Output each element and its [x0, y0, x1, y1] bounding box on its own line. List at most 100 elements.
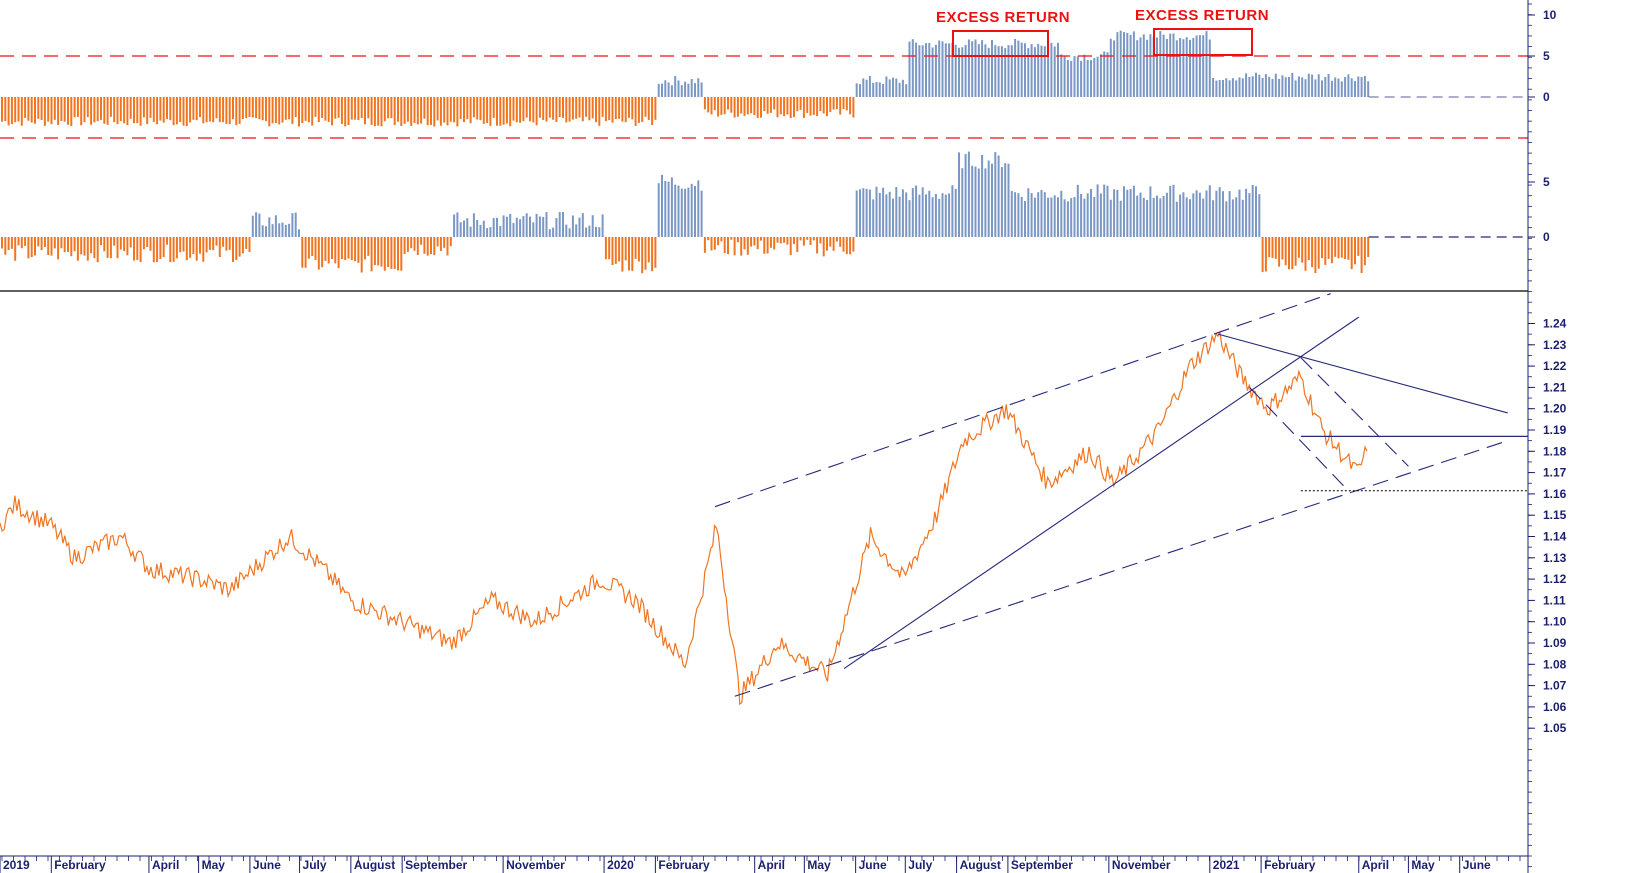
x-tick-label: April	[152, 858, 179, 872]
histogram-bar	[789, 237, 792, 256]
excess-return-bar	[647, 97, 650, 120]
excess-return-bar	[1281, 75, 1284, 97]
excess-return-bar	[492, 97, 495, 118]
excess-return-bar	[872, 82, 875, 97]
excess-return-bar	[60, 97, 63, 121]
histogram-bar	[27, 237, 30, 259]
histogram-bar	[575, 224, 578, 237]
histogram-bar	[710, 237, 713, 251]
histogram-bar	[1063, 199, 1066, 237]
histogram-bar	[628, 237, 630, 271]
excess-return-bar	[964, 44, 967, 97]
x-tick-label: August	[354, 858, 395, 872]
histogram-bar	[453, 214, 456, 237]
excess-return-bar	[1024, 43, 1026, 97]
histogram-bar	[1264, 237, 1267, 272]
histogram-bar	[222, 237, 225, 247]
histogram-bar	[380, 237, 383, 267]
excess-return-bar	[301, 97, 304, 123]
annotation-box	[1153, 28, 1253, 56]
excess-return-bar	[126, 97, 129, 125]
histogram-bar	[215, 237, 218, 246]
x-tick-label: November	[506, 858, 565, 872]
excess-return-bar	[769, 97, 772, 113]
excess-return-bar	[70, 97, 73, 126]
excess-return-bar	[1274, 73, 1277, 97]
histogram-bar	[274, 215, 277, 237]
excess-return-bar	[905, 84, 908, 97]
histogram-bar	[248, 237, 251, 252]
histogram-bar	[265, 226, 267, 237]
histogram-bar	[1248, 193, 1251, 237]
excess-return-bar	[380, 97, 383, 127]
histogram-bar	[195, 237, 198, 261]
histogram-bar	[647, 237, 650, 263]
histogram-bar	[1093, 197, 1096, 237]
histogram-bar	[697, 180, 700, 237]
excess-return-bar	[1004, 48, 1007, 97]
histogram-bar	[1228, 191, 1231, 237]
histogram-bar	[1010, 190, 1013, 237]
histogram-bar	[938, 198, 941, 237]
excess-return-bar	[7, 97, 10, 126]
histogram-bar	[311, 237, 314, 256]
histogram-bar	[898, 196, 901, 237]
histogram-bar	[581, 213, 584, 237]
histogram-bar	[509, 214, 512, 237]
y-mid-tick-label: 0	[1543, 230, 1550, 244]
histogram-bar	[700, 190, 703, 237]
excess-return-bar	[958, 47, 960, 97]
excess-return-bar	[687, 83, 690, 97]
excess-return-bar	[146, 97, 149, 125]
histogram-bar	[1235, 197, 1238, 237]
histogram-bar	[126, 237, 129, 256]
excess-return-bar	[489, 97, 492, 126]
histogram-bar	[20, 237, 23, 249]
histogram-bar	[971, 165, 974, 237]
excess-return-bar	[1000, 46, 1003, 97]
histogram-bar	[93, 237, 96, 259]
excess-return-bar	[350, 97, 353, 120]
histogram-bar	[175, 237, 178, 259]
y-price-tick-label: 1.16	[1543, 487, 1567, 501]
histogram-bar	[809, 237, 812, 245]
excess-return-bar	[1314, 79, 1317, 97]
excess-return-bar	[991, 39, 993, 97]
excess-return-bar	[621, 97, 624, 122]
excess-return-bar	[1040, 45, 1043, 97]
histogram-bar	[555, 218, 558, 237]
excess-return-bar	[885, 76, 888, 97]
histogram-bar	[347, 237, 350, 259]
histogram-bar	[1245, 188, 1248, 237]
histogram-bar	[258, 213, 261, 237]
histogram-bar	[1337, 237, 1340, 259]
excess-return-bar	[331, 97, 333, 126]
histogram-bar	[911, 188, 914, 237]
histogram-bar	[430, 237, 432, 254]
histogram-bar	[1, 237, 3, 249]
excess-return-bar	[423, 97, 426, 119]
excess-return-bar	[779, 97, 782, 115]
excess-return-bar	[667, 82, 670, 97]
excess-return-bar	[439, 97, 442, 126]
excess-return-bar	[57, 97, 60, 125]
excess-return-bar	[83, 97, 86, 123]
excess-return-bar	[971, 41, 974, 97]
histogram-bar	[1113, 189, 1116, 237]
excess-return-bar	[430, 97, 432, 125]
x-tick-label: April	[1362, 858, 1389, 872]
histogram-bar	[393, 237, 396, 269]
histogram-bar	[786, 237, 789, 245]
excess-return-bar	[984, 44, 987, 97]
excess-return-bar	[575, 97, 578, 119]
excess-return-bar	[760, 97, 762, 118]
x-tick-label: 2019	[3, 858, 30, 872]
excess-return-bar	[265, 97, 267, 122]
excess-return-bar	[799, 97, 802, 110]
histogram-bar	[918, 194, 921, 237]
y-price-tick-label: 1.22	[1543, 359, 1567, 373]
histogram-bar	[403, 237, 406, 254]
histogram-bar	[839, 237, 842, 247]
histogram-bar	[925, 194, 927, 237]
